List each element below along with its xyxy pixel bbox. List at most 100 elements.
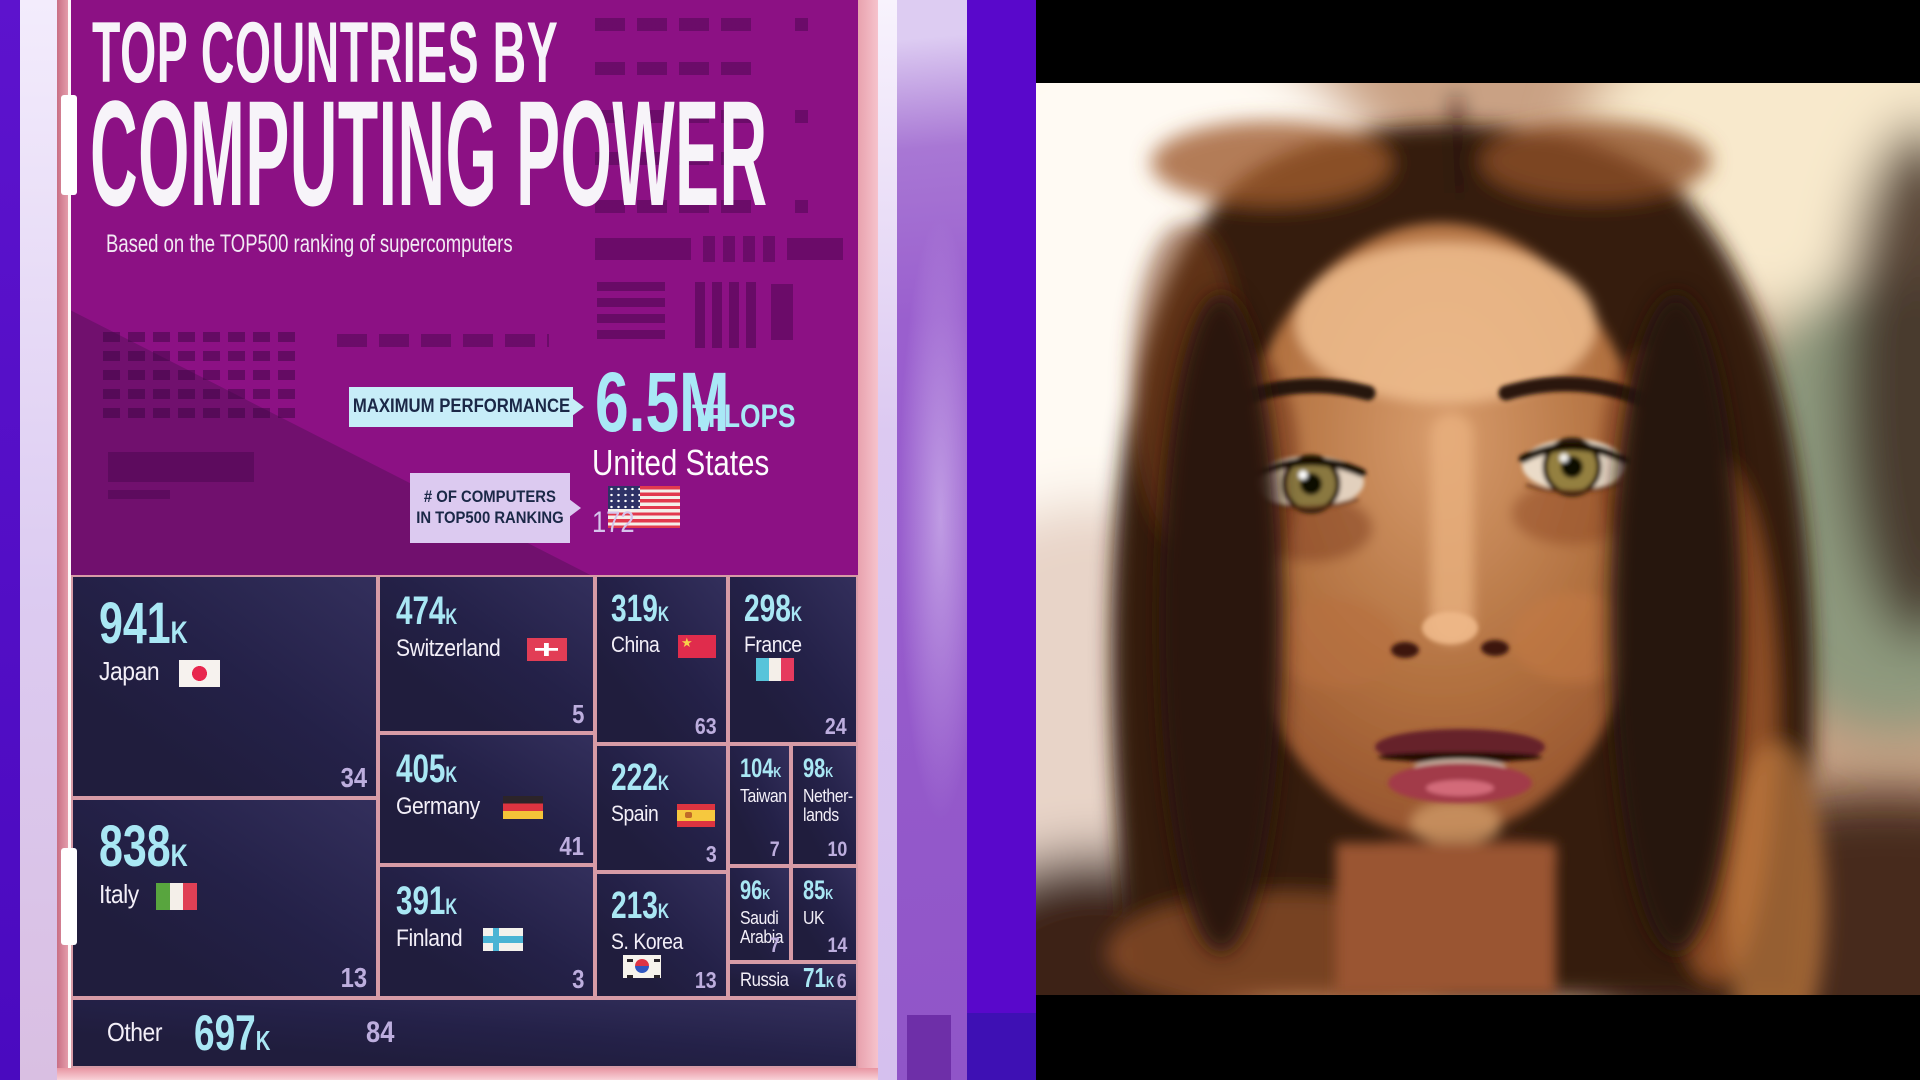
cell-country: Russia	[740, 970, 789, 992]
cell-value: 298K	[744, 588, 803, 630]
watermark-shape	[103, 351, 301, 361]
cell-value: 213K	[611, 885, 670, 927]
cell-value: 474K	[396, 589, 458, 633]
cell-value: 104K	[740, 753, 782, 783]
treemap-cell-finland: 391K Finland 3	[378, 865, 595, 998]
watermark-shape	[595, 200, 763, 213]
watermark-shape	[103, 389, 301, 399]
cell-country: Japan	[99, 657, 366, 687]
treemap-cell-china: 319K China 63	[595, 575, 728, 744]
purple-divider-panel	[897, 0, 967, 1080]
watermark-shape	[108, 452, 254, 482]
watermark-shape	[595, 62, 763, 75]
violet-strip-bottom-shade	[967, 1013, 1036, 1080]
cell-value: 319K	[611, 588, 670, 630]
max-performance-unit: TFLOPS	[692, 398, 796, 434]
cell-count: 84	[366, 1016, 395, 1049]
south-korea-flag-icon	[623, 954, 661, 978]
treemap-cell-taiwan: 104K Taiwan 7	[728, 744, 791, 866]
cell-value: 96K	[740, 875, 771, 905]
cell-count: 7	[770, 838, 780, 861]
germany-flag-icon	[503, 796, 544, 820]
cell-count: 5	[571, 699, 584, 729]
page-title-line1: TOP COUNTRIES BY	[92, 5, 559, 101]
spain-flag-icon	[676, 803, 715, 827]
finland-flag-icon	[483, 928, 524, 952]
cell-country: Switzerland	[396, 636, 585, 661]
max-performance-label: MAXIMUM PERFORMANCE	[352, 396, 570, 417]
max-performance-value: 6.5M	[595, 355, 730, 449]
cell-count: 7	[770, 934, 780, 957]
watermark-shape	[795, 110, 808, 123]
treemap-cell-italy: 838K Italy 13	[71, 798, 378, 998]
callout-arrow-icon	[572, 398, 584, 416]
watermark-shape	[103, 332, 301, 342]
france-flag-icon	[756, 657, 794, 681]
china-flag-icon	[677, 634, 716, 658]
cell-country: Other	[107, 1017, 163, 1048]
watermark-shape	[795, 200, 808, 213]
watermark-shape	[595, 152, 763, 165]
cell-country: Taiwan	[740, 786, 787, 806]
card-border-right	[858, 0, 878, 1080]
treemap-cell-uk: 85K UK 14	[791, 866, 858, 962]
lavender-side-strip-left	[20, 0, 57, 1080]
watermark-shape	[771, 284, 793, 340]
cell-count: 13	[695, 967, 717, 993]
cell-count: 10	[827, 838, 847, 861]
page-title-line2: COMPUTING POWER	[90, 69, 768, 237]
treemap-cell-germany: 405K Germany 41	[378, 733, 595, 865]
letterbox-top	[1036, 0, 1920, 83]
watermark-shape	[103, 408, 301, 418]
divider-shadow-block	[907, 1015, 951, 1080]
treemap-cell-spain: 222K Spain 3	[595, 744, 728, 872]
japan-flag-icon	[179, 659, 221, 687]
treemap-cell-other: Other 697K 84	[71, 998, 858, 1068]
treemap-cell-japan: 941K Japan 34	[71, 575, 378, 798]
cell-value: 405K	[396, 747, 458, 791]
letterbox-bottom	[1036, 995, 1920, 1080]
cell-country: Spain	[611, 802, 720, 827]
cell-value: 838K	[99, 814, 188, 879]
cell-value: 941K	[99, 591, 188, 656]
video-panel	[1036, 83, 1920, 995]
watermark-shape	[595, 110, 763, 123]
card-border-bottom	[57, 1068, 878, 1080]
watermark-shape	[108, 490, 170, 499]
card-border-left	[57, 0, 71, 1080]
portrait-hair-front	[1159, 293, 1742, 953]
watermark-shape	[703, 236, 777, 262]
cell-count: 24	[825, 713, 847, 739]
decorative-white-handle	[61, 848, 77, 945]
cell-count: 34	[340, 762, 367, 793]
violet-side-strip-left	[0, 0, 20, 1080]
cell-count: 41	[559, 831, 584, 861]
max-performance-callout: MAXIMUM PERFORMANCE	[349, 387, 584, 427]
watermark-shape	[695, 282, 757, 348]
cell-value: 98K	[803, 753, 834, 783]
decorative-white-handle	[61, 95, 77, 195]
cell-count: 3	[706, 841, 717, 867]
cell-count: 6	[837, 970, 847, 993]
watermark-shape	[795, 18, 808, 31]
treemap-chart: 941K Japan 34 838K Italy 13 474K Switzer…	[71, 575, 858, 1068]
treemap-cell-russia: Russia 71K 6	[728, 962, 858, 998]
treemap-cell-france: 298K France 24	[728, 575, 858, 744]
treemap-cell-saudi-arabia: 96K Saudi Arabia 7	[728, 866, 791, 962]
computers-count-label: # OF COMPUTERS IN TOP500 RANKING	[416, 487, 564, 527]
us-flag-icon	[608, 486, 680, 529]
leader-country: United States	[592, 442, 858, 529]
cell-count: 14	[827, 934, 847, 957]
subtitle: Based on the TOP500 ranking of supercomp…	[106, 230, 513, 258]
cell-value: 391K	[396, 879, 458, 923]
decorative-white-line	[68, 0, 71, 1068]
cell-value: 71K	[803, 962, 835, 993]
infographic-card: TOP COUNTRIES BY COMPUTING POWER Based o…	[57, 0, 878, 1080]
watermark-shape	[595, 18, 763, 31]
cell-country: UK	[803, 908, 825, 928]
watermark-shape	[337, 334, 549, 347]
cell-country: Italy	[99, 880, 366, 910]
cell-value: 222K	[611, 757, 670, 799]
cell-country: China	[611, 633, 720, 658]
infographic-header: TOP COUNTRIES BY COMPUTING POWER Based o…	[71, 0, 858, 575]
